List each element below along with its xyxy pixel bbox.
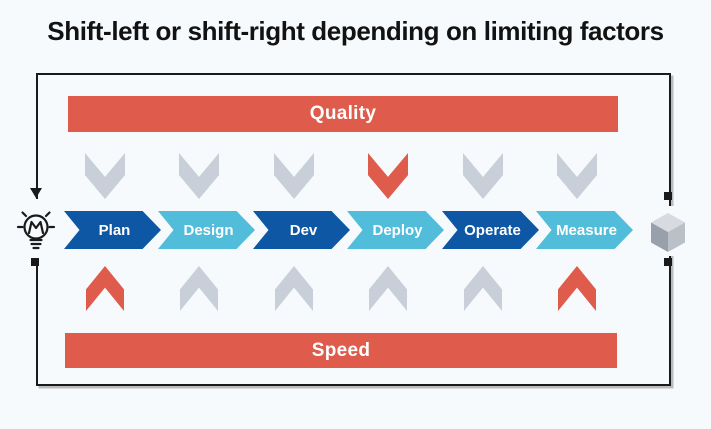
page-title: Shift-left or shift-right depending on l… [47, 16, 664, 46]
quality-bar-label: Quality [309, 103, 377, 124]
speed-bar: Speed [65, 333, 617, 368]
stage-label: Operate [464, 221, 521, 239]
line-endpoint-square [664, 258, 672, 266]
stage-label: Deploy [372, 221, 423, 239]
quality-bar: Quality [68, 96, 618, 132]
speed-bar-label: Speed [311, 339, 371, 361]
line-endpoint-square [664, 192, 672, 200]
line-endpoint-square [31, 258, 39, 266]
pipeline-stage-design: Design [158, 211, 255, 249]
stage-label: Dev [289, 221, 318, 239]
pipeline-stage-deploy: Deploy [347, 211, 444, 249]
pipeline-stage-dev: Dev [253, 211, 350, 249]
pipeline-stage-operate: Operate [442, 211, 539, 249]
pipeline-stage-plan: Plan [64, 211, 161, 249]
arrow-down-icon [30, 188, 42, 198]
pipeline-stage-measure: Measure [536, 211, 633, 249]
left-border-gap [16, 199, 56, 261]
cube-artifact-icon [651, 213, 685, 257]
lightbulb-idea-icon [16, 200, 56, 267]
stage-label: Measure [556, 221, 617, 239]
stage-label: Design [183, 221, 234, 239]
stage-label: Plan [98, 221, 131, 239]
